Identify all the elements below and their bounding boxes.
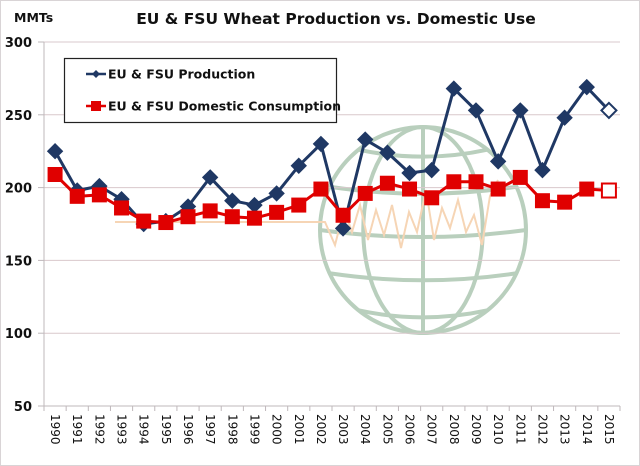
data-point-diamond (600, 101, 618, 120)
data-point-diamond (467, 102, 485, 119)
x-tick-label: 2015 (602, 414, 616, 445)
x-tick-label: 2009 (469, 414, 483, 445)
x-tick-label: 1992 (92, 414, 106, 445)
data-point-square (490, 181, 506, 197)
globe-watermark (115, 125, 528, 335)
series-consumption (47, 166, 617, 231)
x-tick-label: 2004 (358, 414, 372, 445)
data-point-square (534, 193, 550, 209)
data-point-diamond (578, 78, 595, 96)
data-point-diamond (379, 144, 396, 161)
data-point-square (224, 209, 240, 225)
data-point-square (379, 175, 395, 191)
x-tick-label: 2006 (403, 414, 417, 445)
x-tick-label: 1999 (247, 414, 261, 445)
data-point-square (357, 185, 373, 201)
x-tick-label: 2014 (580, 414, 594, 445)
data-point-square (335, 207, 351, 223)
chart-title: EU & FSU Wheat Production vs. Domestic U… (136, 10, 536, 28)
x-tick-label: 2013 (558, 414, 572, 445)
x-tick-label: 1993 (115, 414, 129, 445)
y-tick-label: 250 (5, 109, 32, 124)
y-tick-label: 300 (5, 36, 32, 51)
x-tick-label: 2000 (270, 414, 284, 445)
data-point-diamond (268, 185, 285, 202)
legend-item-consumption[interactable]: EU & FSU Domestic Consumption (86, 99, 341, 114)
data-point-square (269, 204, 285, 220)
y-tick-label: 200 (5, 182, 32, 197)
x-tick-label: 2012 (535, 414, 549, 445)
data-point-square (246, 210, 262, 226)
data-point-square (91, 187, 107, 203)
data-point-diamond (512, 102, 529, 119)
x-tick-label: 1994 (137, 414, 151, 445)
data-point-square (468, 174, 484, 190)
legend-box (63, 57, 338, 124)
x-tick-label: 2001 (292, 414, 306, 445)
data-point-diamond (489, 153, 507, 170)
data-point-square (402, 181, 418, 197)
data-point-square (291, 197, 307, 213)
y-tick-label: 50 (14, 400, 32, 415)
data-point-square (158, 215, 174, 231)
x-tick-label: 2011 (513, 414, 527, 445)
data-point-square (424, 190, 440, 206)
data-point-square (313, 181, 329, 197)
x-tick-label: 1991 (70, 414, 84, 445)
legend: EU & FSU Production EU & FSU Domestic Co… (63, 57, 341, 124)
data-point-square (47, 166, 63, 182)
square-marker-icon (91, 101, 101, 111)
data-point-diamond (534, 161, 551, 179)
data-point-diamond (246, 196, 263, 214)
data-point-square (557, 194, 573, 210)
y-axis-label: MMTs (14, 10, 53, 25)
legend-label-production: EU & FSU Production (108, 67, 255, 82)
data-point-diamond (556, 109, 573, 126)
data-point-square (512, 169, 528, 185)
diamond-marker-icon (92, 70, 100, 78)
zigzag-line (115, 179, 499, 249)
y-tick-label: 150 (5, 254, 32, 269)
data-point-square (446, 174, 462, 190)
data-point-diamond (357, 131, 374, 148)
data-point-diamond (423, 161, 440, 179)
x-tick-label: 1997 (203, 414, 217, 445)
x-tick-label: 2008 (447, 414, 461, 445)
data-point-diamond (201, 169, 219, 186)
axes (43, 42, 621, 411)
legend-item-production[interactable]: EU & FSU Production (86, 67, 255, 82)
data-point-square (202, 203, 218, 219)
x-tick-label: 2003 (336, 414, 350, 445)
x-tick-label: 2007 (425, 414, 439, 445)
data-point-diamond (445, 80, 463, 97)
x-tick-label: 1996 (181, 414, 195, 445)
data-point-square (600, 182, 617, 199)
globe-parallel (329, 271, 517, 283)
series-layer (46, 78, 618, 237)
x-tick-label: 2005 (380, 414, 394, 445)
globe-parallel (358, 308, 488, 320)
data-point-square (69, 188, 85, 204)
data-point-diamond (290, 157, 307, 174)
data-point-square (579, 181, 595, 197)
y-tick-label: 100 (5, 327, 32, 342)
x-tick-label: 1998 (225, 414, 239, 445)
data-point-diamond (224, 192, 241, 209)
data-point-square (114, 200, 130, 216)
data-point-diamond (401, 164, 418, 182)
x-tick-label: 1990 (48, 414, 62, 445)
y-tick-labels: 50 100 150 200 250 300 (5, 36, 32, 415)
data-point-square (136, 213, 152, 229)
data-point-square (180, 209, 196, 225)
x-tick-label: 2002 (314, 414, 328, 445)
data-point-diamond (46, 142, 64, 160)
x-tick-labels: 1990 1991 1992 1993 1994 1995 1996 1997 1998 1999… (48, 414, 616, 445)
legend-label-consumption: EU & FSU Domestic Consumption (108, 99, 341, 114)
x-tick-label: 1995 (159, 414, 173, 445)
x-tick-label: 2010 (491, 414, 505, 445)
globe-parallel (358, 147, 488, 159)
data-point-diamond (334, 220, 352, 237)
data-point-diamond (312, 135, 330, 153)
